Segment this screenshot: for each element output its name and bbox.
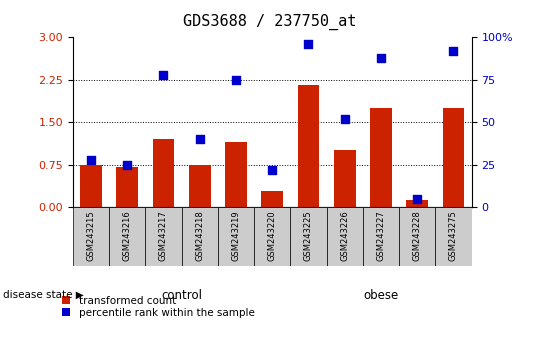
Text: GSM243227: GSM243227 [376,210,385,261]
Text: control: control [161,289,202,302]
Bar [225,142,247,207]
Bar [327,207,363,266]
Text: GSM243217: GSM243217 [159,210,168,261]
Point [268,167,277,172]
Bar [153,139,174,207]
Bar [370,108,392,207]
Point [87,157,95,162]
Bar [291,207,327,266]
Text: GDS3688 / 237750_at: GDS3688 / 237750_at [183,14,356,30]
Text: GSM243218: GSM243218 [195,210,204,261]
Bar [443,108,465,207]
Point [123,162,132,167]
Bar [406,200,428,207]
Bar [399,207,436,266]
Text: obese: obese [363,289,399,302]
Point [377,55,385,61]
Text: GSM243215: GSM243215 [86,210,95,261]
Point [232,77,240,82]
Bar [298,85,319,207]
Point [341,116,349,121]
Bar [116,167,138,207]
Bar [109,207,146,266]
Bar [363,207,399,266]
Bar [80,165,102,207]
Text: GSM243228: GSM243228 [413,210,421,261]
Bar [182,207,218,266]
Point [304,41,313,47]
Point [159,72,168,78]
Text: GSM243226: GSM243226 [340,210,349,261]
Text: GSM243275: GSM243275 [449,210,458,261]
Bar [436,207,472,266]
Point [195,136,204,142]
Point [449,48,458,53]
Bar [254,207,291,266]
Text: disease state ▶: disease state ▶ [3,290,84,300]
Legend: transformed count, percentile rank within the sample: transformed count, percentile rank withi… [62,296,254,318]
Text: GSM243216: GSM243216 [123,210,132,261]
Bar [218,207,254,266]
Text: GSM243220: GSM243220 [268,210,277,261]
Bar [146,207,182,266]
Bar [334,150,356,207]
Bar [73,207,109,266]
Bar [261,191,283,207]
Point [413,196,421,201]
Text: GSM243219: GSM243219 [231,210,240,261]
Bar [189,165,211,207]
Text: GSM243225: GSM243225 [304,210,313,261]
